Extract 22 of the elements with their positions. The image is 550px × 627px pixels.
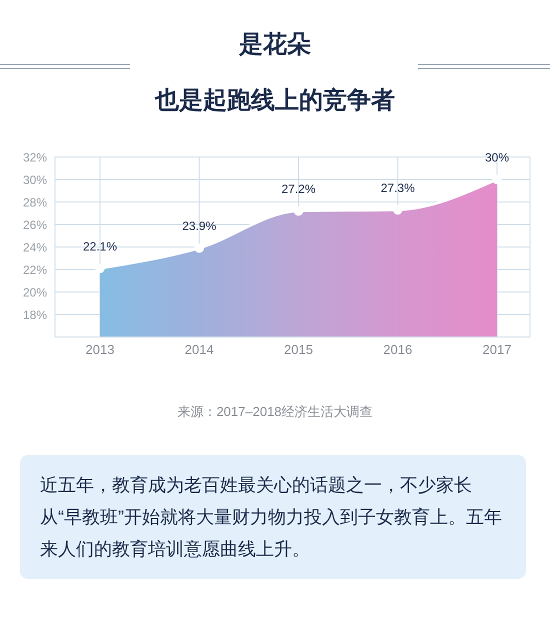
data-label: 22.1% bbox=[82, 239, 118, 254]
y-tick-label: 22% bbox=[22, 262, 48, 277]
y-tick-label: 24% bbox=[22, 240, 48, 254]
y-tick-label: 26% bbox=[22, 218, 48, 232]
y-tick-label: 18% bbox=[22, 308, 48, 322]
data-label: 30% bbox=[484, 150, 510, 164]
data-label: 27.3% bbox=[380, 180, 416, 195]
source-note: 来源：2017–2018经济生活大调查 bbox=[176, 403, 374, 421]
x-tick-label: 2013 bbox=[86, 342, 114, 358]
y-tick-label: 20% bbox=[22, 285, 48, 300]
text: 近五年，教育成为老百姓最关心的话题之一，不少家长从“早教班”开始就将大量财力物力投入到子女教育上。五年来人们的教育培训意愿曲线上升。 bbox=[20, 455, 526, 579]
chart-title: 是花朵 bbox=[238, 30, 312, 60]
chart-subtitle: 也是起跑线上的竞争者 bbox=[154, 86, 396, 116]
x-tick-label: 2017 bbox=[482, 342, 512, 358]
x-tick-label: 2015 bbox=[284, 342, 313, 358]
y-tick-label: 32% bbox=[22, 150, 48, 164]
data-label: 27.2% bbox=[281, 182, 316, 196]
x-tick-label: 2014 bbox=[184, 342, 214, 358]
x-tick-label: 2016 bbox=[383, 342, 412, 358]
y-tick-label: 30% bbox=[22, 172, 48, 187]
data-label: 23.9% bbox=[182, 219, 217, 234]
y-tick-label: 28% bbox=[22, 195, 48, 210]
